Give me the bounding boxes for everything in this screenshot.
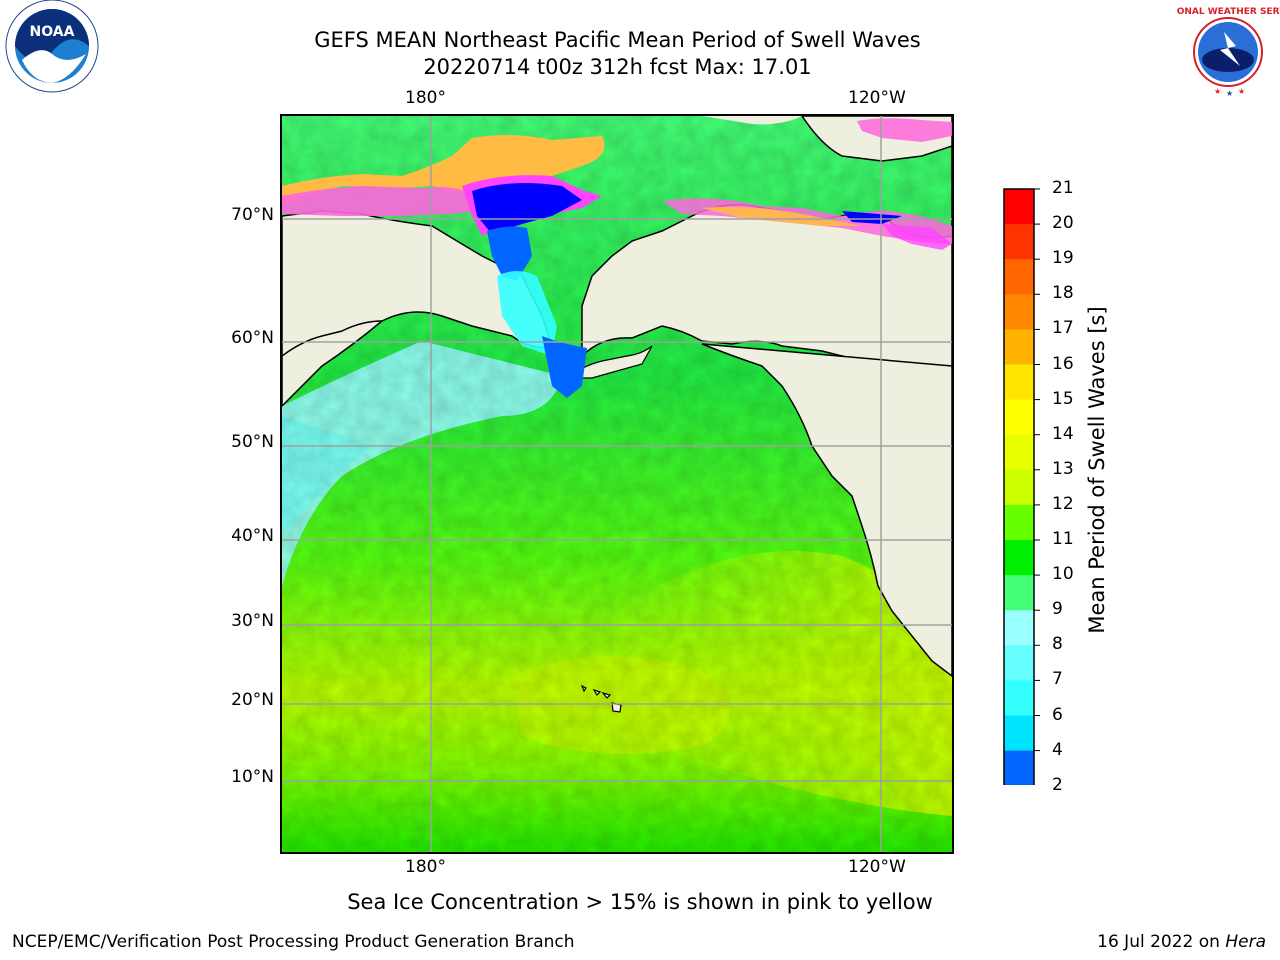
sea-ice-note: Sea Ice Concentration > 15% is shown in …	[347, 890, 933, 914]
colorbar-bin	[1004, 540, 1034, 576]
lat-label-40n: 40°N	[231, 526, 274, 546]
colorbar-bin	[1004, 715, 1034, 752]
sea-ice-region	[282, 134, 605, 206]
lat-label-50n: 50°N	[231, 432, 274, 452]
svg-text:★: ★	[1238, 87, 1245, 96]
colorbar-bin	[1004, 504, 1034, 541]
nws-logo: NATIONAL WEATHER SERVICE ★ ★ ★	[1176, 6, 1280, 98]
land-north-america	[701, 343, 952, 677]
colorbar-tick-label: 6	[1052, 704, 1063, 725]
lon-label-top-120w: 120°W	[848, 88, 906, 108]
colorbar-bin	[1004, 189, 1034, 225]
svg-text:★: ★	[1214, 87, 1221, 96]
colorbar-bin	[1004, 364, 1034, 401]
colorbar-tick-label: 2	[1052, 774, 1063, 795]
colorbar-bin	[1004, 434, 1034, 471]
very-short-period-region	[472, 182, 582, 234]
lat-label-60n: 60°N	[231, 328, 274, 348]
generation-date: 16 Jul 2022 on Hera	[1097, 932, 1266, 952]
colorbar-tick-label: 11	[1052, 529, 1074, 549]
svg-text:★: ★	[1226, 89, 1233, 98]
colorbar-bin	[1004, 680, 1034, 716]
lat-label-30n: 30°N	[231, 611, 274, 631]
colorbar-bin	[1004, 575, 1034, 611]
swell-period-map	[282, 116, 952, 852]
colorbar-bin	[1004, 294, 1034, 330]
colorbar	[1003, 188, 1040, 785]
colorbar-tick-label: 10	[1052, 564, 1074, 585]
colorbar-tick-label: 17	[1052, 318, 1074, 339]
chart-subtitle: 20220714 t00z 312h fcst Max: 17.01	[423, 55, 812, 79]
lat-label-10n: 10°N	[231, 767, 274, 787]
noaa-logo: NOAA	[5, 0, 99, 93]
colorbar-bin	[1004, 224, 1034, 260]
colorbar-bin	[1004, 399, 1034, 436]
colorbar-tick-label: 14	[1052, 423, 1074, 444]
colorbar-tick-label: 13	[1052, 458, 1074, 479]
colorbar-bin	[1004, 329, 1034, 365]
colorbar-tick-label: 7	[1052, 669, 1063, 690]
colorbar-tick-label: 4	[1052, 739, 1063, 760]
chart-title: GEFS MEAN Northeast Pacific Mean Period …	[314, 28, 921, 52]
host-name: Hera	[1225, 932, 1266, 952]
colorbar-bin	[1004, 750, 1034, 785]
lon-label-top-180: 180°	[405, 88, 446, 108]
colorbar-tick-label: 16	[1052, 353, 1074, 374]
colorbar-tick-label: 20	[1052, 213, 1074, 234]
lat-label-70n: 70°N	[231, 205, 274, 225]
land-hawaii	[580, 684, 587, 693]
colorbar-tick-label: 18	[1052, 283, 1074, 304]
colorbar-title: Mean Period of Swell Waves [s]	[1085, 306, 1109, 634]
colorbar-tick-label: 19	[1052, 248, 1074, 269]
colorbar-tick-label: 21	[1052, 178, 1074, 198]
colorbar-tick-label: 12	[1052, 493, 1074, 514]
colorbar-tick-label: 15	[1052, 388, 1074, 409]
colorbar-bin	[1004, 645, 1034, 681]
colorbar-tick-label: 9	[1052, 599, 1063, 620]
colorbar-bin	[1004, 469, 1034, 506]
date-text: 16 Jul 2022 on	[1097, 932, 1226, 952]
colorbar-bin	[1004, 610, 1034, 646]
colorbar-tick-label: 8	[1052, 634, 1063, 655]
lon-label-bottom-180: 180°	[405, 857, 446, 877]
credit-text: NCEP/EMC/Verification Post Processing Pr…	[12, 932, 575, 952]
nws-ring-text: NATIONAL WEATHER SERVICE	[1176, 7, 1280, 17]
lon-label-bottom-120w: 120°W	[848, 857, 906, 877]
map-panel	[280, 114, 954, 854]
colorbar-bin	[1004, 259, 1034, 295]
noaa-logo-text: NOAA	[30, 24, 75, 40]
lat-label-20n: 20°N	[231, 690, 274, 710]
graticule	[282, 116, 952, 852]
